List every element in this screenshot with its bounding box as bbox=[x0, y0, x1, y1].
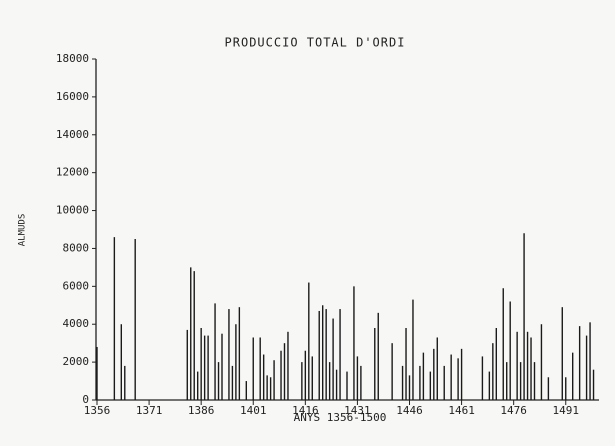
y-tick-label: 0 bbox=[82, 393, 89, 406]
x-tick-label: 1461 bbox=[448, 404, 475, 417]
y-tick-label: 10000 bbox=[56, 204, 89, 217]
y-tick-label: 2000 bbox=[63, 355, 90, 368]
y-tick-label: 12000 bbox=[56, 166, 89, 179]
x-tick-label: 1416 bbox=[292, 404, 319, 417]
x-tick-label: 1476 bbox=[500, 404, 527, 417]
x-tick-label: 1491 bbox=[553, 404, 580, 417]
x-tick-label: 1386 bbox=[188, 404, 215, 417]
y-tick-label: 8000 bbox=[63, 241, 90, 254]
y-axis-label: ALMUDS bbox=[18, 214, 28, 247]
y-tick-label: 4000 bbox=[63, 317, 90, 330]
x-tick-label: 1431 bbox=[344, 404, 371, 417]
y-tick-label: 18000 bbox=[56, 52, 89, 65]
chart-title: PRODUCCIO TOTAL D'ORDI bbox=[225, 36, 406, 50]
x-tick-label: 1356 bbox=[84, 404, 111, 417]
x-tick-label: 1371 bbox=[136, 404, 163, 417]
y-tick-label: 14000 bbox=[56, 128, 89, 141]
x-tick-label: 1446 bbox=[396, 404, 423, 417]
y-tick-label: 16000 bbox=[56, 90, 89, 103]
x-tick-label: 1401 bbox=[240, 404, 267, 417]
x-axis-label: ANYS 1356-1500 bbox=[294, 411, 387, 424]
y-tick-label: 6000 bbox=[63, 279, 90, 292]
